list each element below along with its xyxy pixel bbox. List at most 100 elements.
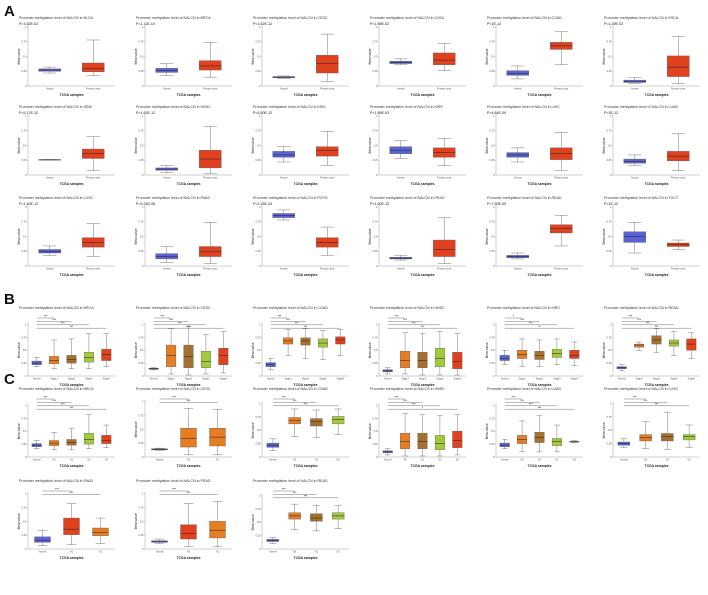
y-tick-label: 1 — [610, 205, 612, 209]
p-value-label: P=1.62E-12 — [253, 22, 272, 26]
category-label: Normal — [163, 268, 171, 271]
p-value-label: P=1.60E-12 — [370, 202, 389, 206]
y-tick-label: 0.25 — [138, 441, 144, 445]
chart-title: Promoter methylation level of NALCN in P… — [19, 479, 93, 483]
chart-title: Promoter methylation level of NALCN in K… — [253, 105, 327, 109]
y-axis-label: Beta value — [251, 514, 255, 530]
category-label: Normal — [620, 459, 628, 462]
y-tick-label: 0.25 — [21, 69, 27, 73]
box-n2 — [434, 435, 445, 450]
significance-label: *** — [403, 399, 407, 403]
y-tick-label: 0.5 — [491, 143, 495, 147]
y-tick-label: 0.75 — [138, 505, 144, 509]
significance-label: *** — [529, 403, 533, 407]
y-tick-label: 0 — [25, 264, 27, 268]
x-axis-label: TCGA samples — [177, 182, 201, 186]
category-label: N1 — [70, 460, 74, 462]
y-axis-label: Beta value — [17, 423, 21, 439]
y-tick-label: 1 — [259, 205, 261, 209]
y-tick-label: 1 — [142, 322, 144, 326]
box-n3 — [452, 431, 463, 448]
y-tick-label: 0.5 — [140, 348, 144, 352]
boxplot-a-luad: Promoter methylation level of NALCN in L… — [602, 105, 700, 186]
category-label: Normal — [267, 378, 275, 381]
chart-title: Promoter methylation level of NALCN in G… — [19, 105, 92, 109]
y-tick-label: 0.5 — [140, 427, 144, 431]
significance-label: *** — [655, 403, 659, 407]
category-label: Stage2 — [185, 378, 193, 381]
y-tick-label: 1 — [376, 403, 378, 407]
chart-title: Promoter methylation level of NALCN in L… — [19, 196, 94, 200]
x-axis-label: TCGA samples — [177, 383, 201, 387]
chart-title: Promoter methylation level of NALCN in L… — [604, 105, 679, 109]
y-tick-label: 0.75 — [489, 335, 495, 339]
y-tick-label: 0.25 — [138, 533, 144, 537]
p-value-label: P=1.89E-03 — [370, 111, 389, 115]
box-n1 — [66, 439, 77, 446]
y-tick-label: 1 — [610, 322, 612, 326]
y-tick-label: 0 — [493, 173, 495, 177]
chart-title: Promoter methylation level of NALCN in R… — [487, 196, 562, 200]
y-tick-label: 1 — [493, 205, 495, 209]
x-axis-label: TCGA samples — [60, 556, 84, 560]
y-axis-label: Beta value — [251, 342, 255, 358]
significance-label: *** — [520, 399, 524, 403]
x-axis-label: TCGA samples — [177, 464, 201, 468]
y-tick-label: 0.5 — [140, 519, 144, 523]
y-tick-label: 0.5 — [374, 234, 378, 238]
y-tick-label: 1 — [610, 114, 612, 118]
boxplot-c-paad: Promoter methylation level of NALCN in P… — [17, 479, 115, 560]
y-tick-label: 0.5 — [23, 234, 27, 238]
y-tick-label: 0.25 — [21, 158, 27, 162]
y-axis-label: Beta value — [368, 423, 372, 439]
significance-label: *** — [403, 318, 407, 322]
y-tick-label: 0.5 — [608, 348, 612, 352]
y-tick-label: 1 — [610, 25, 612, 29]
y-tick-label: 0 — [610, 455, 612, 459]
category-label: Primary tumor — [437, 177, 452, 180]
significance-label: *** — [629, 315, 633, 319]
significance-label: *** — [512, 396, 516, 400]
x-axis-label: TCGA samples — [411, 273, 435, 277]
category-label: Stage4 — [571, 378, 579, 381]
category-label: Normal — [397, 177, 405, 180]
y-tick-label: 0.5 — [257, 143, 261, 147]
significance-label: *** — [529, 322, 533, 326]
y-axis-label: Beta value — [17, 228, 21, 244]
category-label: Primary tumor — [203, 177, 218, 180]
p-value-label: P=5.17E-12 — [19, 111, 38, 115]
significance-label: *** — [412, 403, 416, 407]
category-label: N0 — [404, 460, 408, 462]
y-tick-label: 0.75 — [606, 415, 612, 419]
x-axis-label: TCGA samples — [645, 93, 669, 97]
significance-label: *** — [161, 315, 165, 319]
category-label: N0 — [53, 460, 57, 462]
p-value-label: P=7.50E-09 — [487, 202, 506, 206]
significance-label: *** — [44, 396, 48, 400]
y-tick-label: 0 — [142, 173, 144, 177]
boxplot-a-tgct: Promoter methylation level of NALCN in T… — [602, 196, 700, 277]
box-n1 — [209, 521, 226, 539]
category-label: Normal — [46, 177, 54, 180]
y-tick-label: 1 — [493, 114, 495, 118]
boxplot-c-luad: Promoter methylation level of NALCN in L… — [485, 387, 583, 468]
chart-title: Promoter methylation level of NALCN in P… — [253, 196, 328, 200]
y-tick-label: 0 — [259, 455, 261, 459]
panel-label-a: A — [4, 3, 15, 20]
y-tick-label: 0.25 — [21, 533, 27, 537]
chart-title: Promoter methylation level of NALCN in H… — [370, 306, 445, 310]
y-tick-label: 0 — [376, 374, 378, 378]
p-value-label: P<1E-12 — [604, 202, 618, 206]
significance-label: *** — [304, 495, 308, 499]
box-stage4 — [101, 349, 112, 361]
category-label: Normal — [631, 177, 639, 180]
y-tick-label: 0.25 — [606, 69, 612, 73]
category-label: Normal — [514, 268, 522, 271]
box-n1 — [92, 527, 109, 536]
x-axis-label: TCGA samples — [294, 273, 318, 277]
y-tick-label: 0.5 — [491, 54, 495, 58]
category-label: Normal — [163, 88, 171, 91]
y-tick-label: 0.25 — [489, 69, 495, 73]
box-n2 — [551, 438, 562, 446]
x-axis-label: TCGA samples — [177, 93, 201, 97]
